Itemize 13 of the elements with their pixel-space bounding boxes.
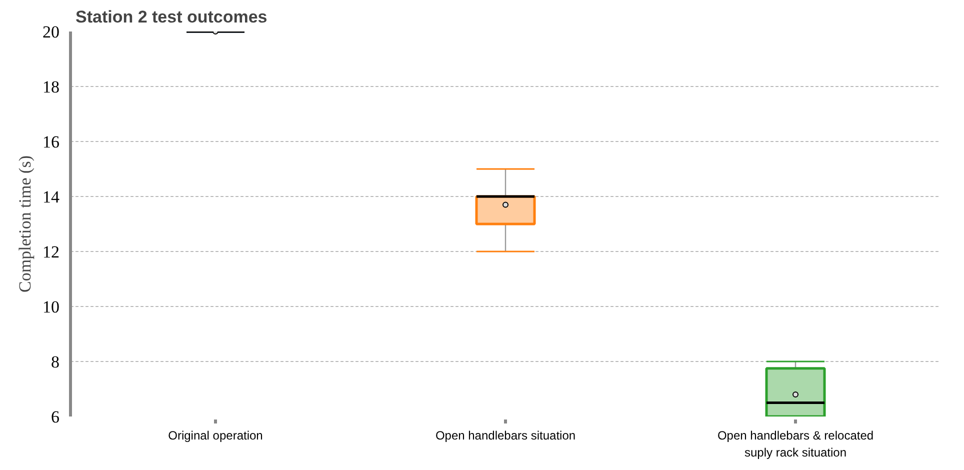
y-tick-label: 10	[42, 298, 60, 316]
y-tick-label: 8	[51, 352, 60, 372]
chart-title: Station 2 test outcomes	[76, 8, 268, 26]
y-tick-label: 14	[42, 188, 60, 206]
x-tick-label: Open handlebars & relocated suply rack situation	[717, 428, 874, 460]
y-tick-label: 16	[42, 132, 60, 152]
y-tick-label: 18	[42, 78, 60, 96]
y-tick-label: 6	[51, 408, 60, 426]
x-tick-label: Open handlebars situation	[435, 428, 576, 442]
y-axis-title: Completion time (s)	[16, 156, 34, 292]
y-tick-label: 12	[42, 242, 60, 262]
y-tick-label: 20	[42, 22, 60, 42]
x-tick-label: Original operation	[168, 428, 263, 442]
